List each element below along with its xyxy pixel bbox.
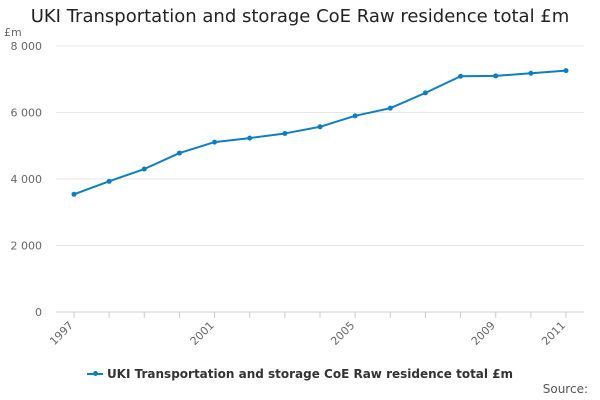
data-point [528,70,534,76]
data-point [141,166,147,172]
legend-line-marker-icon [86,371,103,376]
x-tick-label: 1997 [47,319,76,348]
source-label: Source: [542,382,588,396]
x-tick-label: 2005 [328,319,357,348]
data-point [387,105,393,111]
y-tick-label: 0 [35,306,42,319]
y-axis-label: £m [4,26,22,39]
y-tick-label: 8 000 [11,40,43,53]
data-point [247,135,253,141]
data-point [212,139,218,145]
data-point [422,90,428,96]
x-tick-label: 2001 [188,319,217,348]
data-point [352,113,358,119]
data-point [282,130,288,136]
legend[interactable]: UKI Transportation and storage CoE Raw r… [0,364,600,381]
x-tick-label: 2011 [539,319,568,348]
y-tick-label: 2 000 [11,240,43,253]
data-point [176,150,182,156]
chart-title: UKI Transportation and storage CoE Raw r… [30,6,570,27]
data-point [71,191,77,197]
series-line [73,69,567,196]
y-tick-label: 4 000 [11,173,43,186]
data-point [317,124,323,130]
data-point [563,68,569,74]
data-point [106,178,112,184]
legend-label: UKI Transportation and storage CoE Raw r… [106,367,514,381]
legend-item[interactable]: UKI Transportation and storage CoE Raw r… [86,367,514,381]
y-tick-label: 6 000 [11,107,43,120]
data-point [458,73,464,79]
x-tick-label: 2009 [469,319,498,348]
data-point [493,73,499,79]
